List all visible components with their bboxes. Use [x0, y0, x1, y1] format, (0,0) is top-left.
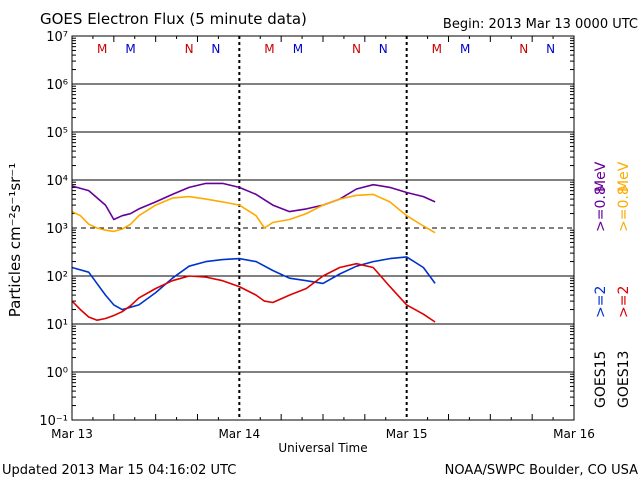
begin-label: Begin: 2013 Mar 13 0000 UTC	[443, 17, 638, 32]
footer-updated: Updated 2013 Mar 15 04:16:02 UTC	[2, 463, 236, 478]
legend-label: GOES15	[593, 351, 609, 408]
y-tick-label: 10⁷	[46, 30, 68, 45]
y-tick-label: 10³	[46, 222, 68, 237]
x-axis-label: Universal Time	[278, 441, 367, 455]
y-tick-label: 10¹	[46, 318, 68, 333]
marker-n: N	[211, 42, 220, 56]
plot-frame	[71, 35, 575, 421]
marker-m: M	[460, 42, 470, 56]
marker-n: N	[379, 42, 388, 56]
y-tick-labels: 10⁷ 10⁶ 10⁵ 10⁴ 10³ 10² 10¹ 10⁰ 10⁻¹	[39, 30, 68, 429]
x-tick-labels: Mar 13 Mar 14 Mar 15 Mar 16	[51, 427, 595, 441]
marker-n: N	[519, 42, 528, 56]
marker-m: M	[293, 42, 303, 56]
y-tick-label: 10⁶	[46, 78, 68, 93]
series-line-goes15-2	[71, 256, 436, 311]
x-tick-label: Mar 16	[553, 427, 595, 441]
legend-label: >=0.8	[593, 186, 609, 232]
y-tick-label: 10²	[46, 270, 68, 285]
marker-n: N	[185, 42, 194, 56]
flux-series	[71, 182, 436, 323]
series-line-goes15-0	[71, 182, 436, 221]
marker-m: M	[264, 42, 274, 56]
x-tick-label: Mar 14	[218, 427, 260, 441]
series-line-goes13-1	[71, 193, 436, 234]
y-tick-label: 10⁴	[46, 174, 68, 189]
legend-label: >=2	[593, 286, 609, 318]
series-line-goes13-3	[71, 262, 436, 323]
legend-label: MeV	[616, 161, 632, 192]
y-tick-label: 10⁻¹	[39, 414, 68, 429]
marker-n: N	[352, 42, 361, 56]
marker-n: N	[546, 42, 555, 56]
legend-label: >=2	[616, 286, 632, 318]
marker-m: M	[125, 42, 135, 56]
legend-label: >=0.8	[616, 186, 632, 232]
grid-lines	[72, 37, 574, 407]
y-tick-label: 10⁰	[46, 366, 68, 381]
legend-label: MeV	[593, 161, 609, 192]
legend-label: GOES13	[616, 351, 632, 408]
y-tick-label: 10⁵	[46, 126, 68, 141]
footer-source: NOAA/SWPC Boulder, CO USA	[445, 463, 638, 478]
x-tick-label: Mar 15	[386, 427, 428, 441]
marker-m: M	[432, 42, 442, 56]
marker-m: M	[97, 42, 107, 56]
chart-title: GOES Electron Flux (5 minute data)	[40, 10, 307, 28]
y-axis-label: Particles cm⁻²s⁻¹sr⁻¹	[6, 163, 24, 317]
day-separators	[92, 36, 554, 420]
x-tick-label: Mar 13	[51, 427, 93, 441]
